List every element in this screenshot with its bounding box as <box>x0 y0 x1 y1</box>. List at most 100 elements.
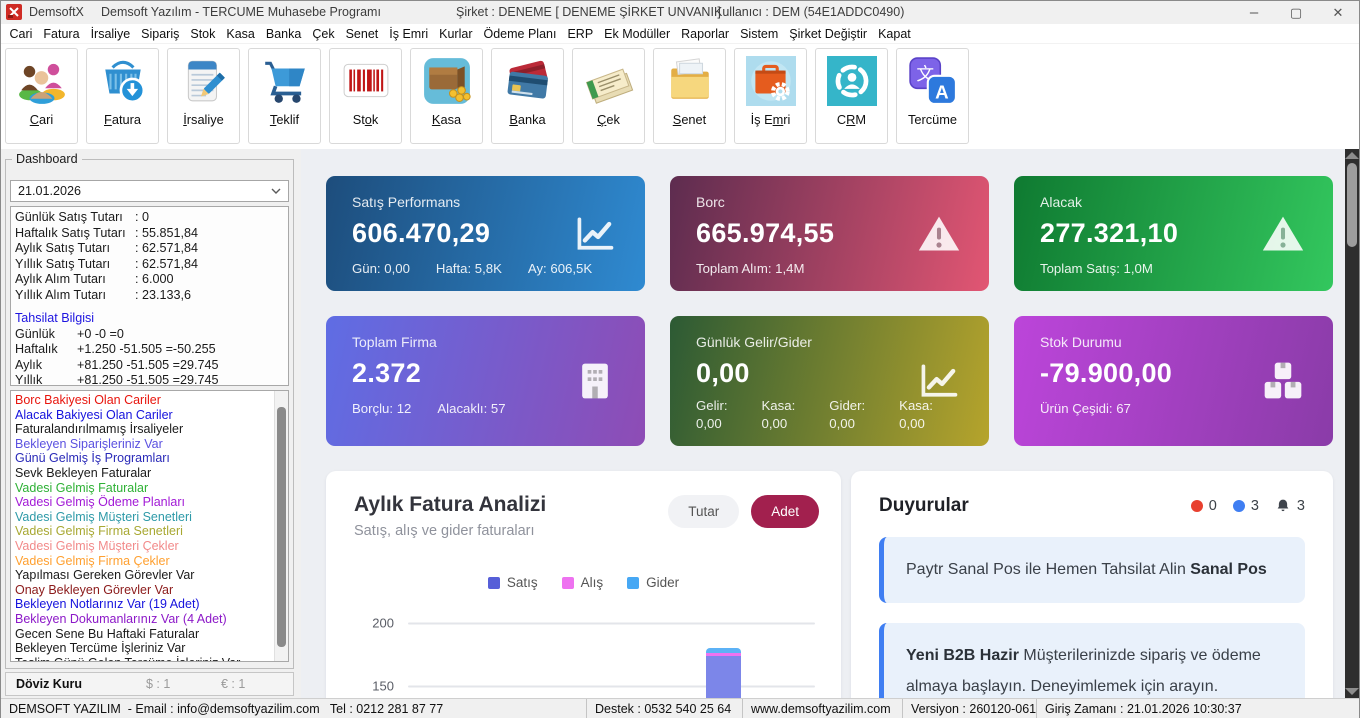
menu-item[interactable]: İş Emri <box>389 26 429 41</box>
scroll-down-icon[interactable] <box>1345 688 1359 695</box>
main-scrollbar[interactable] <box>1345 149 1359 698</box>
alert-link[interactable]: Faturalandırılmamış İrsaliyeler <box>15 422 184 437</box>
crm-icon <box>826 56 877 106</box>
menu-item[interactable]: Şirket Değiştir <box>789 26 868 41</box>
menu-item[interactable]: Sistem <box>740 26 779 41</box>
card-value: 0,00 <box>696 358 750 388</box>
tercume-icon: 文 A <box>908 57 957 105</box>
svg-text:A: A <box>935 82 949 103</box>
stok-icon <box>343 63 388 98</box>
alerts-scrollbar-thumb[interactable] <box>277 407 286 647</box>
alert-link[interactable]: Günü Gelmiş İş Programları <box>15 451 170 466</box>
alert-link[interactable]: Vadesi Gelmiş Müşteri Senetleri <box>15 509 192 524</box>
close-button[interactable]: ✕ <box>1332 4 1344 20</box>
toolbar-button-kasa[interactable]: Kasa <box>410 48 483 144</box>
tutar-button[interactable]: Tutar <box>668 495 740 528</box>
toolbar-label: Kasa <box>431 112 462 127</box>
adet-button[interactable]: Adet <box>751 495 819 528</box>
alert-link[interactable]: Sevk Bekleyen Faturalar <box>15 465 152 480</box>
alert-link[interactable]: Vadesi Gelmiş Ödeme Planları <box>15 495 185 510</box>
menu-item[interactable]: Senet <box>345 26 379 41</box>
irsaliye-icon <box>187 60 225 102</box>
toolbar-button-senet[interactable]: Senet <box>653 48 726 144</box>
menu-item[interactable]: Cari <box>9 26 33 41</box>
menu-item[interactable]: ERP <box>567 26 594 41</box>
blue-count: 3 <box>1250 498 1259 514</box>
card-borc: Borc 665.974,55 Toplam Alım: 1,4M <box>670 176 989 291</box>
menu-item[interactable]: Çek <box>312 26 335 41</box>
invoice-chart-plot: 200 150 <box>354 601 821 698</box>
menu-item[interactable]: Sipariş <box>141 26 180 41</box>
chart-legend: Satış Alış Gider <box>326 575 841 590</box>
card-stat: Kasa: 0,00 <box>761 398 796 431</box>
toolbar-label: CRM <box>836 112 867 127</box>
alert-link[interactable]: Bekleyen Dokumanlarınız Var (4 Adet) <box>15 611 227 626</box>
statusbar-section: Versiyon : 260120-061-736 <box>903 699 1037 718</box>
minimize-button[interactable]: – <box>1249 4 1259 21</box>
alert-link[interactable]: Vadesi Gelmiş Firma Çekler <box>15 553 170 568</box>
toolbar-button-stok[interactable]: Stok <box>329 48 402 144</box>
alert-link[interactable]: Bekleyen Siparişleriniz Var <box>15 436 163 451</box>
main-scrollbar-thumb[interactable] <box>1347 163 1357 247</box>
usd-rate: $ : 1 <box>146 677 171 691</box>
toolbar-button-irsaliye[interactable]: İrsaliye <box>167 48 240 144</box>
date-dropdown[interactable]: 21.01.2026 <box>10 180 289 202</box>
announcements-title: Duyurular <box>879 495 969 516</box>
red-dot-icon <box>1190 500 1203 512</box>
menu-item[interactable]: Kasa <box>226 26 255 41</box>
line-chart-icon <box>921 364 958 397</box>
maximize-button[interactable]: ▢ <box>1289 4 1303 20</box>
building-icon <box>582 363 608 399</box>
menu-item[interactable]: İrsaliye <box>90 26 131 41</box>
app-name: DemsoftX <box>29 5 84 19</box>
card-value: 665.974,55 <box>696 218 835 248</box>
menu-item[interactable]: Raporlar <box>681 26 730 41</box>
toolbar-button-tercume[interactable]: 文 A Tercüme <box>896 48 969 144</box>
card-stat: Gün: 0,00 <box>352 261 410 276</box>
card-alacak: Alacak 277.321,10 Toplam Satış: 1,0M <box>1014 176 1333 291</box>
menu-item[interactable]: Stok <box>190 26 216 41</box>
sales-stats-box: Günlük Satış Tutarı: 0 Haftalık Satış Tut… <box>10 206 289 386</box>
menubar: Cari Fatura İrsaliye Sipariş Stok Kasa Banka Çe… <box>1 24 1359 44</box>
menu-item[interactable]: Ödeme Planı <box>483 26 557 41</box>
alert-link[interactable]: Vadesi Gelmiş Müşteri Çekler <box>15 538 179 553</box>
toolbar-button-crm[interactable]: CRM <box>815 48 888 144</box>
dashboard-main: Satış Performans 606.470,29 Gün: 0,00 Haf… <box>301 149 1359 698</box>
dashboard-sidebar: Dashboard 21.01.2026 Günlük Satış Tutarı… <box>1 149 301 698</box>
alerts-scrollbar[interactable] <box>274 391 288 661</box>
alert-link[interactable]: Vadesi Gelmiş Firma Senetleri <box>15 524 183 539</box>
menu-item[interactable]: Kapat <box>878 26 911 41</box>
alert-link[interactable]: Bekleyen Notlarınız Var (19 Adet) <box>15 597 200 612</box>
menu-item[interactable]: Fatura <box>43 26 80 41</box>
card-stat: Alacaklı: 57 <box>437 401 506 416</box>
menu-item[interactable]: Banka <box>265 26 302 41</box>
alert-link[interactable]: Yapılması Gereken Görevler Var <box>15 568 195 583</box>
alert-link[interactable]: Alacak Bakiyesi Olan Cariler <box>15 407 173 422</box>
toolbar-button-cek[interactable]: Çek <box>572 48 645 144</box>
alert-link[interactable]: Bekleyen Tercüme İşleriniz Var <box>15 641 186 656</box>
toolbar-button-cari[interactable]: Cari <box>5 48 78 144</box>
menu-item[interactable]: Kurlar <box>439 26 473 41</box>
alert-link[interactable]: Gecen Sene Bu Haftaki Faturalar <box>15 626 200 641</box>
scroll-up-icon[interactable] <box>1345 152 1359 159</box>
stat-row: Yıllık Satış Tutarı: 62.571,84 <box>15 256 199 271</box>
teklif-icon <box>264 61 305 103</box>
legend-item: Gider <box>627 575 679 590</box>
menu-item[interactable]: Ek Modüller <box>604 26 671 41</box>
alert-link[interactable]: Borc Bakiyesi Olan Cariler <box>15 393 161 407</box>
invoice-bar <box>706 648 741 698</box>
statusbar-section: Destek : 0532 540 25 64 <box>587 699 743 718</box>
toolbar-label: Fatura <box>104 112 141 127</box>
alert-link[interactable]: Onay Bekleyen Görevler Var <box>15 582 174 597</box>
alert-link[interactable]: Vadesi Gelmiş Faturalar <box>15 480 149 495</box>
toolbar-button-banka[interactable]: Banka <box>491 48 564 144</box>
warning-icon <box>1262 216 1304 250</box>
tahsilat-row: Haftalık +1.250 -51.505 =-50.255 <box>15 342 216 356</box>
stat-row: Haftalık Satış Tutarı: 55.851,84 <box>15 225 199 240</box>
toolbar-button-is-emri[interactable]: İş Emri <box>734 48 807 144</box>
card-stat: Toplam Alım: 1,4M <box>696 261 805 276</box>
toolbar-button-teklif[interactable]: Teklif <box>248 48 321 144</box>
toolbar-button-fatura[interactable]: Fatura <box>86 48 159 144</box>
statusbar-section: Giriş Zamanı : 21.01.2026 10:30:37 <box>1045 702 1242 716</box>
alert-link[interactable]: Teslim Günü Gelen Tercüme İşleriniz Var <box>15 656 272 661</box>
